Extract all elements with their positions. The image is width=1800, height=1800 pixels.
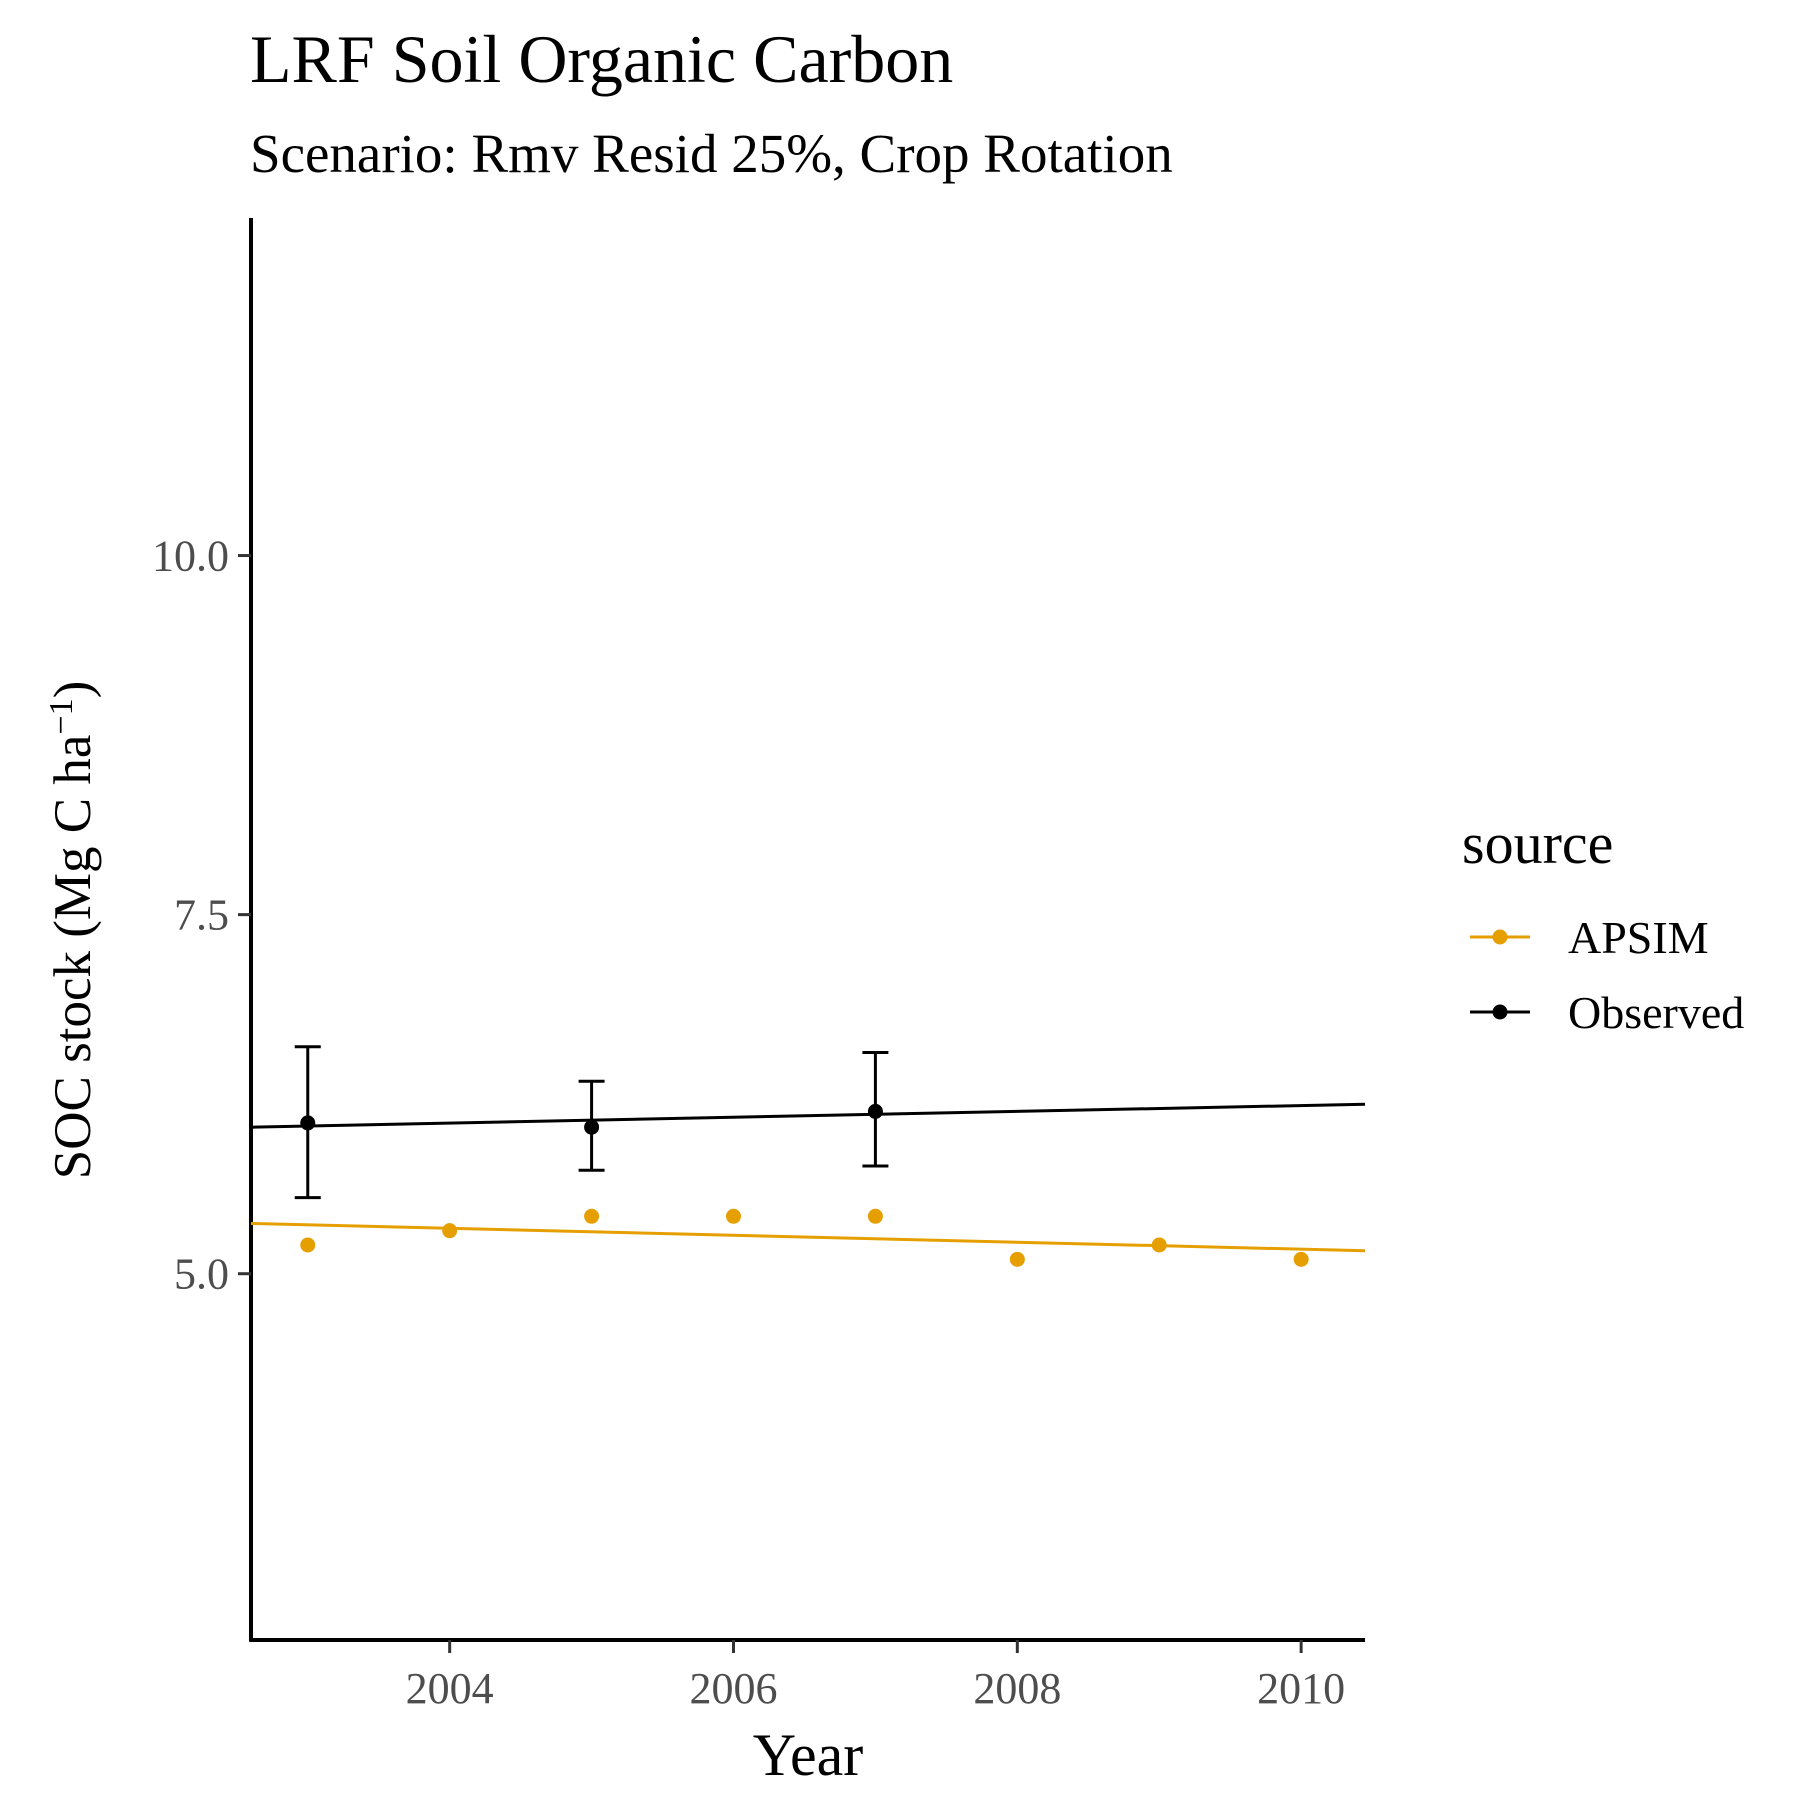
legend: source APSIM Observed — [1462, 811, 1744, 1038]
y-axis-label-sup: −1 — [43, 698, 80, 734]
apsim-point — [1293, 1251, 1309, 1267]
legend-observed-dot — [1492, 1004, 1508, 1020]
observed-point — [584, 1119, 600, 1135]
x-axis-label: Year — [753, 1722, 864, 1788]
observed-point — [867, 1103, 883, 1119]
chart-subtitle: Scenario: Rmv Resid 25%, Crop Rotation — [250, 123, 1173, 184]
apsim-point — [1151, 1237, 1167, 1253]
y-tick-label: 5.0 — [174, 1250, 229, 1299]
observed-trend-line — [250, 1102, 1366, 1129]
x-tick-label: 2004 — [406, 1664, 494, 1713]
legend-apsim-label: APSIM — [1568, 912, 1709, 963]
y-axis-label: SOC stock (Mg C ha−1) — [43, 681, 103, 1179]
x-tick-label: 2008 — [973, 1664, 1061, 1713]
y-axis-label-close: ) — [44, 681, 102, 699]
apsim-point — [442, 1223, 458, 1239]
legend-title: source — [1462, 811, 1613, 876]
x-tick-label: 2010 — [1257, 1664, 1345, 1713]
legend-observed-label: Observed — [1568, 987, 1744, 1038]
apsim-point — [300, 1237, 316, 1253]
y-tick-label: 10.0 — [152, 532, 229, 581]
apsim-point — [725, 1208, 741, 1224]
chart-title: LRF Soil Organic Carbon — [250, 21, 953, 97]
x-tick-label: 2006 — [689, 1664, 777, 1713]
apsim-trend-line — [250, 1221, 1366, 1253]
y-axis-label-main: SOC stock (Mg C ha — [44, 735, 102, 1180]
apsim-point — [867, 1208, 883, 1224]
legend-apsim-dot — [1492, 929, 1508, 945]
plot-area: 5.0 7.5 10.0 2004 2006 2008 2010 — [152, 218, 1366, 1713]
apsim-point — [1009, 1251, 1025, 1267]
observed-point — [300, 1115, 316, 1131]
y-tick-label: 7.5 — [174, 891, 229, 940]
apsim-point — [584, 1208, 600, 1224]
